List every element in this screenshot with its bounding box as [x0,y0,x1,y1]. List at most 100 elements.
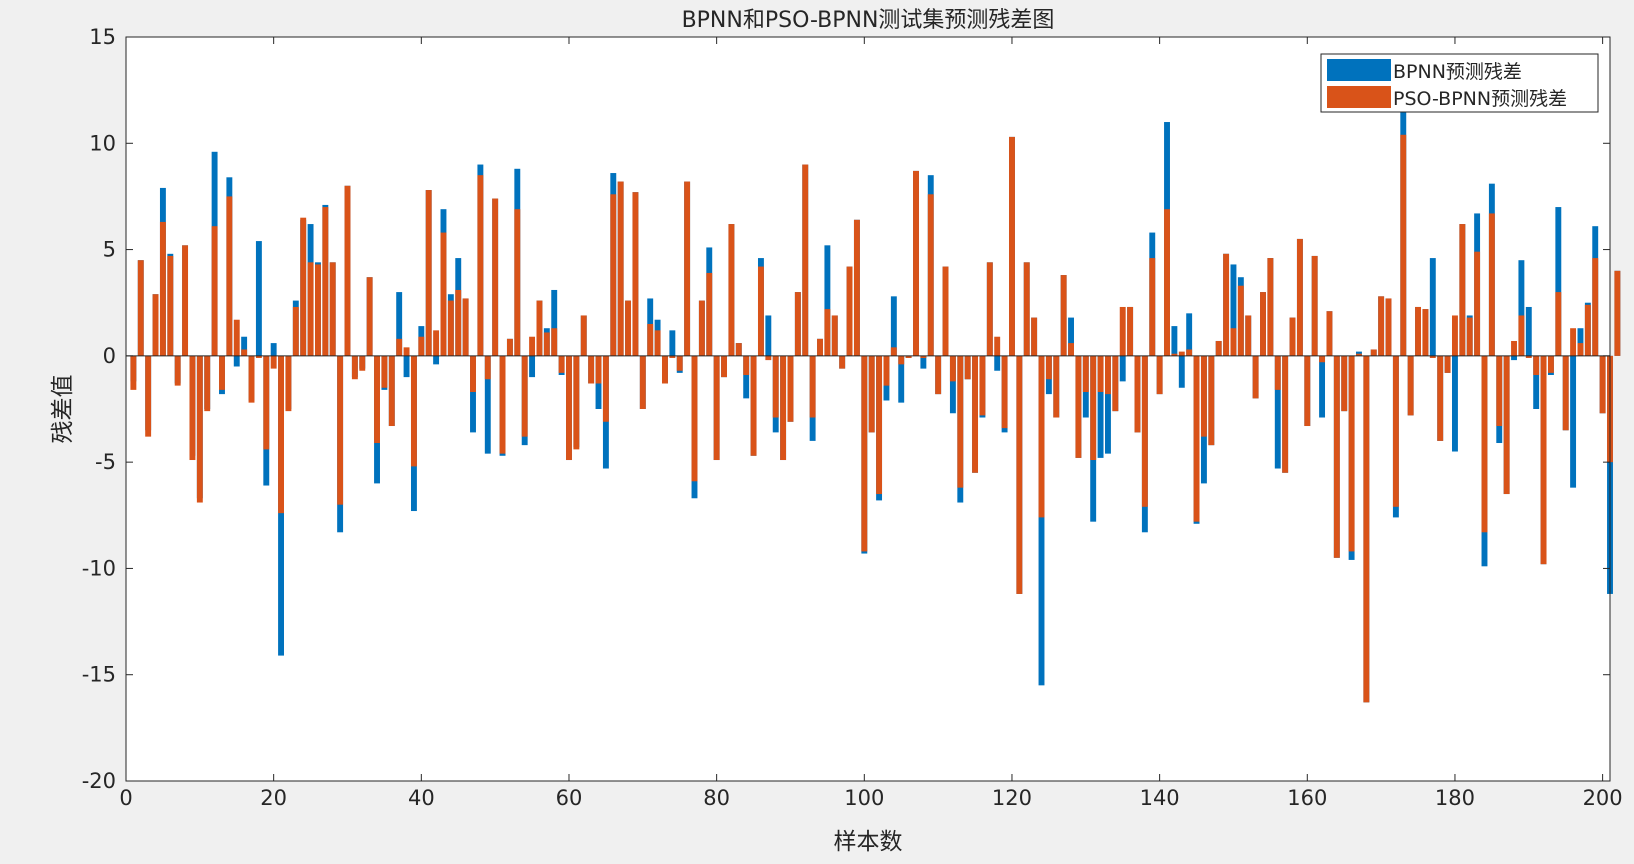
bar-pso-bpnn-159 [1296,238,1303,356]
bar-bpnn-150 [1230,264,1237,356]
bar-pso-bpnn-149 [1223,253,1230,356]
bar-pso-bpnn-66 [610,194,617,356]
bar-pso-bpnn-103 [883,355,890,386]
bar-bpnn-197 [1577,328,1584,356]
legend-label-pso-bpnn: PSO-BPNN预测残差 [1393,88,1567,110]
bar-bpnn-95 [824,245,831,356]
bar-pso-bpnn-44 [447,300,454,356]
bar-pso-bpnn-130 [1082,355,1089,392]
bar-pso-bpnn-82 [728,224,735,356]
bar-pso-bpnn-31 [351,355,358,380]
bar-pso-bpnn-48 [477,175,484,356]
plot-area [126,37,1610,781]
bar-pso-bpnn-195 [1562,355,1569,431]
bar-pso-bpnn-133 [1105,355,1111,395]
bar-pso-bpnn-142 [1171,353,1178,356]
bar-bpnn-84 [743,355,750,399]
bar-pso-bpnn-153 [1252,355,1259,399]
bar-pso-bpnn-97 [839,355,846,369]
bar-pso-bpnn-85 [750,355,757,456]
bar-pso-bpnn-24 [300,217,307,356]
bar-pso-bpnn-161 [1311,255,1318,356]
y-tick-label: 5 [103,238,116,262]
bar-pso-bpnn-145 [1193,355,1200,522]
bar-pso-bpnn-199 [1592,258,1599,356]
bar-bpnn-189 [1518,260,1525,356]
bar-pso-bpnn-111 [942,266,949,356]
bar-pso-bpnn-84 [743,355,750,375]
bar-pso-bpnn-129 [1075,355,1082,458]
bar-pso-bpnn-106 [905,355,912,358]
bar-bpnn-58 [551,289,558,356]
bars-layer [130,109,1621,703]
bar-pso-bpnn-152 [1245,315,1252,356]
bar-pso-bpnn-183 [1474,251,1481,356]
bar-pso-bpnn-79 [706,272,713,356]
bar-pso-bpnn-37 [396,338,403,356]
bar-pso-bpnn-69 [632,192,639,356]
bar-pso-bpnn-112 [949,355,956,382]
bar-pso-bpnn-42 [433,330,440,356]
bar-pso-bpnn-100 [861,355,868,552]
bar-pso-bpnn-59 [558,355,565,373]
bar-bpnn-42 [433,355,440,365]
x-tick-label: 180 [1435,786,1475,810]
bar-pso-bpnn-137 [1134,355,1141,433]
bar-pso-bpnn-80 [713,355,720,461]
bar-pso-bpnn-67 [617,181,624,356]
bar-pso-bpnn-170 [1378,296,1385,356]
bar-bpnn-105 [898,355,905,403]
bar-bpnn-142 [1171,326,1178,356]
bar-pso-bpnn-154 [1260,292,1266,356]
bar-pso-bpnn-13 [219,355,225,390]
bar-pso-bpnn-188 [1511,340,1517,356]
bar-pso-bpnn-158 [1289,317,1296,356]
bar-bpnn-128 [1068,317,1074,356]
bar-bpnn-133 [1105,355,1111,454]
bar-pso-bpnn-78 [698,300,705,356]
bar-pso-bpnn-43 [440,232,447,356]
bar-pso-bpnn-147 [1208,355,1215,446]
bar-pso-bpnn-81 [721,355,727,378]
bar-bpnn-132 [1097,355,1104,458]
bar-pso-bpnn-21 [278,355,284,514]
x-tick-label: 40 [408,786,435,810]
bar-pso-bpnn-95 [824,309,831,356]
bar-pso-bpnn-116 [979,355,986,416]
bar-pso-bpnn-93 [809,355,816,418]
legend-swatch-bpnn [1327,59,1391,81]
bar-pso-bpnn-30 [344,185,351,356]
bar-bpnn-15 [233,355,240,367]
bar-pso-bpnn-68 [625,300,632,356]
bar-pso-bpnn-171 [1385,298,1392,356]
bar-pso-bpnn-73 [662,355,668,384]
bar-bpnn-177 [1429,258,1436,356]
bar-pso-bpnn-105 [898,355,905,365]
y-tick-label: 15 [89,25,116,49]
y-axis-label: 残差值 [50,375,76,444]
bar-pso-bpnn-40 [418,336,425,356]
bar-pso-bpnn-38 [403,347,410,356]
bar-pso-bpnn-165 [1341,355,1348,412]
bar-pso-bpnn-25 [307,262,314,356]
bar-pso-bpnn-198 [1584,304,1591,356]
bar-pso-bpnn-83 [735,343,742,356]
bar-bpnn-144 [1186,313,1193,356]
bar-pso-bpnn-160 [1304,355,1311,427]
x-tick-label: 100 [844,786,884,810]
bar-pso-bpnn-109 [927,194,934,356]
bar-pso-bpnn-98 [846,266,853,356]
bar-pso-bpnn-122 [1023,262,1030,356]
bar-bpnn-20 [270,343,277,356]
bar-pso-bpnn-62 [580,315,587,356]
bar-pso-bpnn-9 [189,355,196,461]
bar-bpnn-190 [1525,306,1532,356]
bar-pso-bpnn-65 [602,355,609,422]
bar-pso-bpnn-138 [1141,355,1148,507]
y-tick-label: -10 [82,556,116,580]
bar-pso-bpnn-177 [1429,355,1436,358]
bar-pso-bpnn-29 [337,355,344,505]
bar-pso-bpnn-51 [499,355,506,454]
bar-bpnn-16 [241,336,248,356]
bar-pso-bpnn-126 [1053,355,1060,418]
